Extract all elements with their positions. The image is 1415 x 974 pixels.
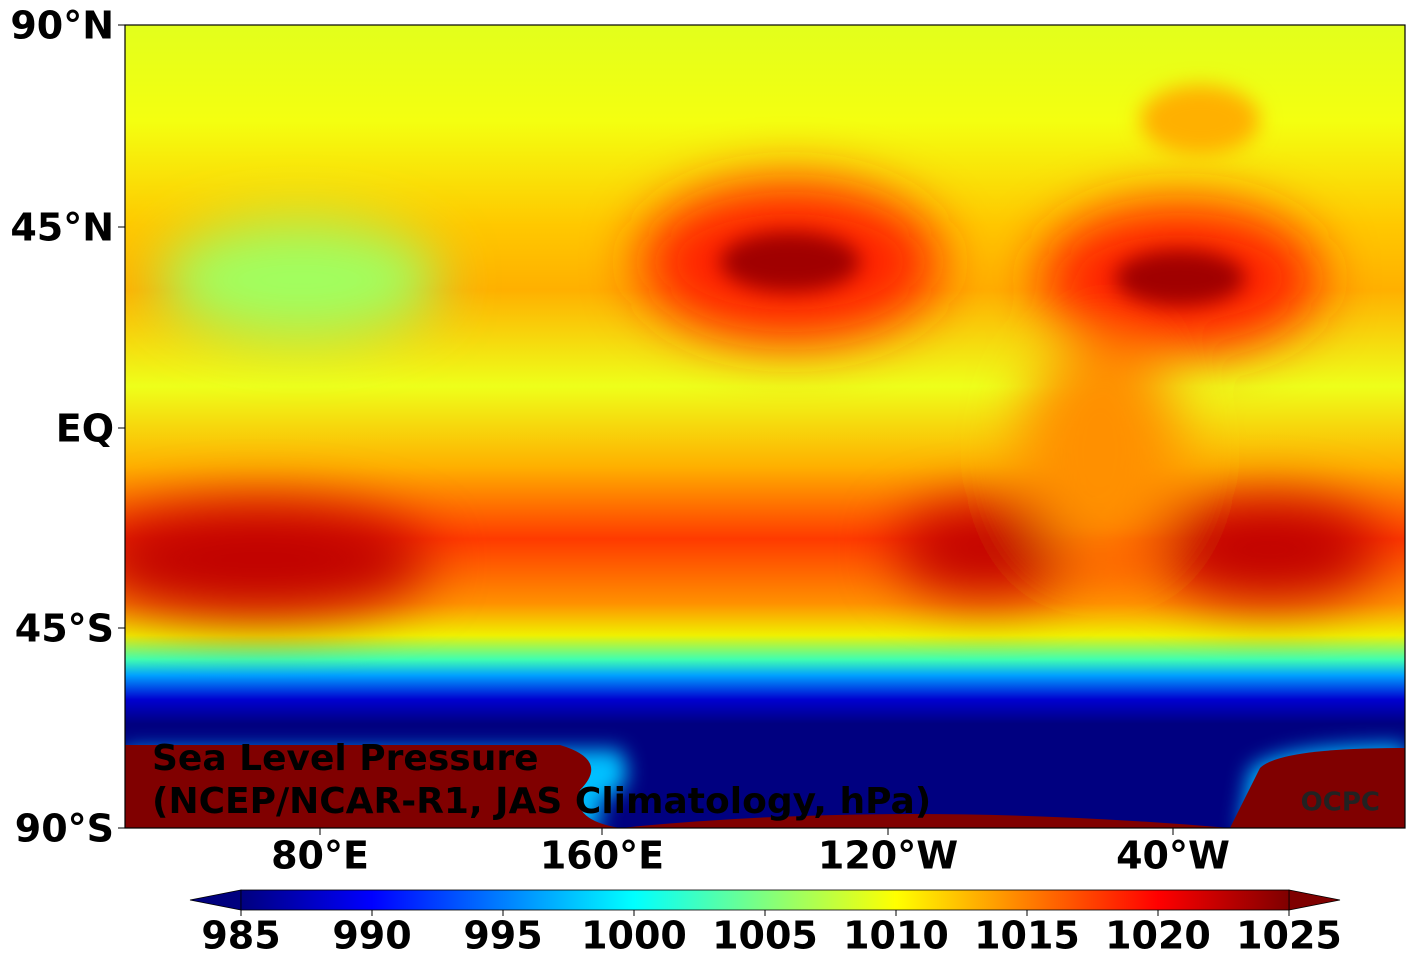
title-line: (NCEP/NCAR-R1, JAS Climatology, hPa) [152, 781, 931, 822]
colorbar-extend-low [189, 889, 242, 911]
lon-label: 120°W [818, 834, 958, 878]
colorbar-tick-label: 1005 [712, 914, 818, 958]
colorbar-tick-label: 1020 [1105, 914, 1211, 958]
colorbar-tick-label: 1015 [974, 914, 1080, 958]
lon-label: 160°E [540, 834, 664, 878]
colorbar-tick-label: 1000 [581, 914, 687, 958]
colorbar [240, 889, 1290, 911]
colorbar-tick-label: 990 [332, 914, 411, 958]
credit: OCPC [1301, 788, 1380, 818]
lat-label: EQ [56, 407, 114, 451]
lat-label: 45°N [10, 206, 114, 250]
lon-label: 40°W [1116, 834, 1230, 878]
colorbar-extend-high [1288, 889, 1341, 911]
pressure-field [125, 25, 1405, 828]
title-line: Sea Level Pressure [152, 738, 539, 779]
map-frame [124, 24, 1406, 829]
colorbar-tick-label: 1010 [843, 914, 949, 958]
colorbar-tick-label: 1025 [1236, 914, 1342, 958]
colorbar-tick-label: 985 [201, 914, 280, 958]
lat-label: 45°S [15, 607, 114, 651]
lon-label: 80°E [271, 834, 369, 878]
colorbar-tick-label: 995 [463, 914, 542, 958]
lat-label: 90°N [10, 4, 114, 48]
lat-label: 90°S [15, 807, 114, 851]
